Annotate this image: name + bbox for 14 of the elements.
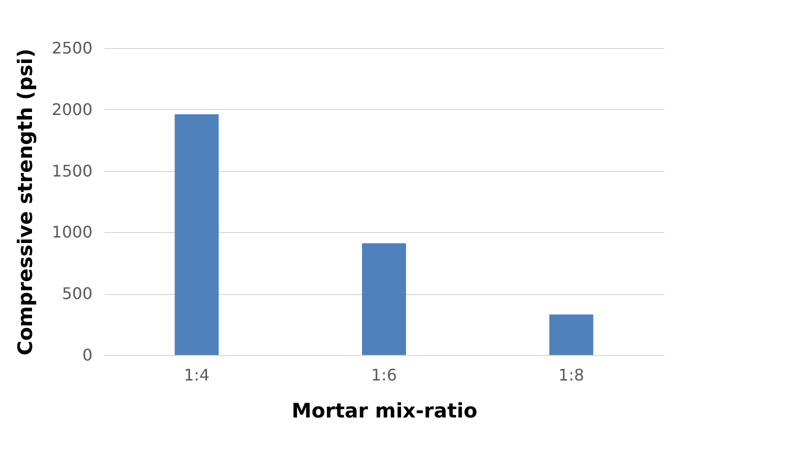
x-tick-label: 1:4 — [184, 366, 210, 384]
y-tick-label: 2000 — [52, 100, 92, 119]
x-tick-label: 1:8 — [558, 366, 584, 384]
y-axis-title: Compressive strength (psi) — [12, 48, 37, 356]
y-tick-label: 2500 — [52, 38, 92, 58]
bar — [549, 314, 594, 355]
bar — [362, 243, 406, 355]
y-tick-label: 1000 — [52, 222, 92, 242]
x-tick-label: 1:6 — [371, 366, 397, 384]
y-tick-label: 1500 — [52, 161, 92, 180]
y-tick-label: 0 — [82, 346, 92, 364]
x-axis-title: Mortar mix-ratio — [292, 398, 478, 422]
y-tick-label: 500 — [62, 284, 92, 304]
bar — [174, 114, 219, 355]
